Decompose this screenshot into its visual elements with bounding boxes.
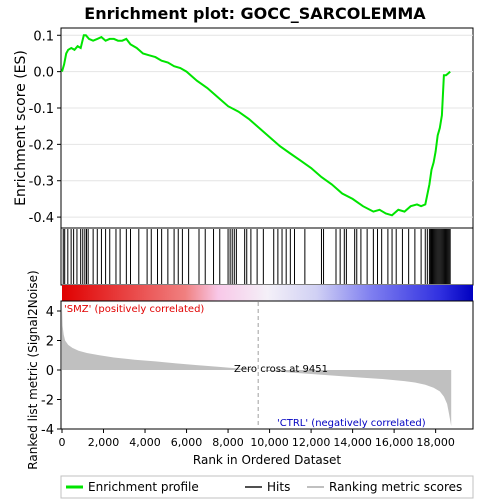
rank-y-tick-label: -2: [41, 394, 54, 409]
hits-frame: [60, 227, 474, 286]
legend-rank-label: Ranking metric scores: [329, 480, 462, 494]
x-tick-label: 16,000: [375, 436, 414, 449]
negative-correlation-label: 'CTRL' (negatively correlated): [277, 418, 426, 429]
es-y-axis-label: Enrichment score (ES): [13, 50, 29, 206]
x-tick-label: 10,000: [250, 436, 289, 449]
positive-correlation-label: 'SMZ' (positively correlated): [64, 304, 204, 315]
enrichment-score-panel: 0.1 0.0 -0.1 -0.2 -0.3 -0.4 Enrichment score …: [13, 27, 474, 229]
rank-y-axis-ticks: 4 2 0 -2 -4: [41, 305, 61, 438]
zero-cross-label: Zero cross at 9451: [234, 364, 328, 375]
chart-title: Enrichment plot: GOCC_SARCOLEMMA: [84, 4, 426, 23]
es-y-axis-ticks: 0.1 0.0 -0.1 -0.2 -0.3 -0.4: [29, 29, 61, 226]
hit-lines: [62, 229, 451, 284]
es-y-tick-label: -0.1: [29, 102, 54, 117]
rank-x-axis-ticks: 0 2,000 4,000 6,000 8,000 10,000 12,000 14,000 1…: [59, 429, 455, 449]
x-tick-label: 18,000: [416, 436, 455, 449]
es-y-tick-label: 0.1: [33, 29, 54, 44]
x-tick-label: 14,000: [333, 436, 372, 449]
legend-hits-label: Hits: [267, 480, 290, 494]
legend-es-label: Enrichment profile: [88, 480, 199, 494]
rank-y-axis-label: Ranked list metric (Signal2Noise): [26, 270, 40, 469]
x-tick-label: 0: [59, 436, 66, 449]
x-tick-label: 2,000: [88, 436, 120, 449]
x-tick-label: 12,000: [292, 436, 331, 449]
x-tick-label: 6,000: [171, 436, 203, 449]
legend: Enrichment profile Hits Ranking metric s…: [60, 475, 474, 499]
es-plot-frame: [60, 27, 474, 229]
es-y-tick-label: -0.2: [29, 138, 54, 153]
rank-color-bar: [62, 285, 473, 301]
es-y-tick-label: -0.4: [29, 211, 54, 226]
rank-y-tick-label: 2: [46, 335, 54, 350]
rank-gradient-band: [62, 285, 473, 301]
es-y-tick-label: -0.3: [29, 175, 54, 190]
rank-y-tick-label: 4: [46, 305, 54, 320]
enrichment-profile-line: [61, 34, 451, 217]
x-tick-label: 4,000: [129, 436, 161, 449]
es-y-tick-label: 0.0: [33, 66, 54, 81]
hits-panel: [60, 227, 474, 286]
x-tick-label: 8,000: [212, 436, 244, 449]
x-axis-label: Rank in Ordered Dataset: [193, 453, 341, 467]
rank-y-tick-label: 0: [46, 364, 54, 379]
ranking-metric-area: [62, 306, 452, 427]
rank-y-tick-label: -4: [41, 423, 54, 438]
es-gridlines: [62, 34, 473, 218]
ranked-metric-panel: 4 2 0 -2 -4 0 2,000 4,000 6,000 8,000 10,000 12,00…: [26, 270, 474, 470]
legend-box: [60, 475, 474, 499]
